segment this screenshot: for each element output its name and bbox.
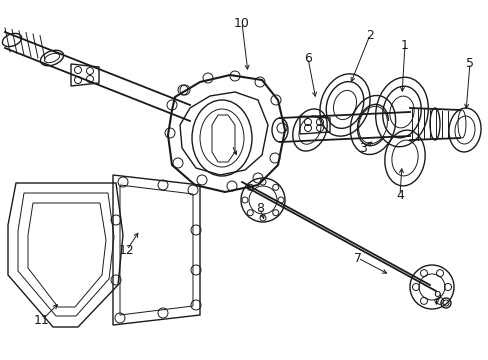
Text: 12: 12 — [119, 243, 135, 257]
Text: 7: 7 — [353, 252, 361, 265]
Text: 4: 4 — [395, 189, 403, 202]
Text: 2: 2 — [366, 28, 373, 41]
Text: 9: 9 — [432, 289, 440, 302]
Text: 5: 5 — [465, 57, 473, 69]
Text: 1: 1 — [400, 39, 408, 51]
Text: 3: 3 — [358, 141, 366, 154]
Text: 6: 6 — [304, 51, 311, 64]
Text: 8: 8 — [256, 202, 264, 215]
Text: 10: 10 — [234, 17, 249, 30]
Text: 11: 11 — [34, 314, 50, 327]
